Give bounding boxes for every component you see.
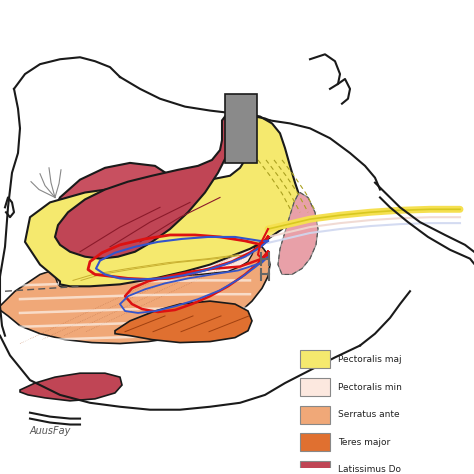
Polygon shape <box>25 114 300 286</box>
Bar <box>225 94 257 163</box>
Polygon shape <box>115 301 252 343</box>
Polygon shape <box>55 117 230 259</box>
Text: Serratus ante: Serratus ante <box>338 410 400 419</box>
Text: Teres major: Teres major <box>338 438 390 447</box>
Text: Pectoralis maj: Pectoralis maj <box>338 355 401 364</box>
Bar <box>300 350 330 368</box>
Text: Pectoralis min: Pectoralis min <box>338 383 402 392</box>
Polygon shape <box>278 192 318 274</box>
Polygon shape <box>50 163 175 235</box>
Polygon shape <box>55 237 255 286</box>
Bar <box>300 433 330 451</box>
Text: AuusFay: AuusFay <box>30 427 72 437</box>
Polygon shape <box>0 245 270 344</box>
Bar <box>300 378 330 396</box>
Bar <box>300 406 330 424</box>
Polygon shape <box>20 373 122 401</box>
Bar <box>300 461 330 474</box>
Text: Latissimus Do: Latissimus Do <box>338 465 401 474</box>
